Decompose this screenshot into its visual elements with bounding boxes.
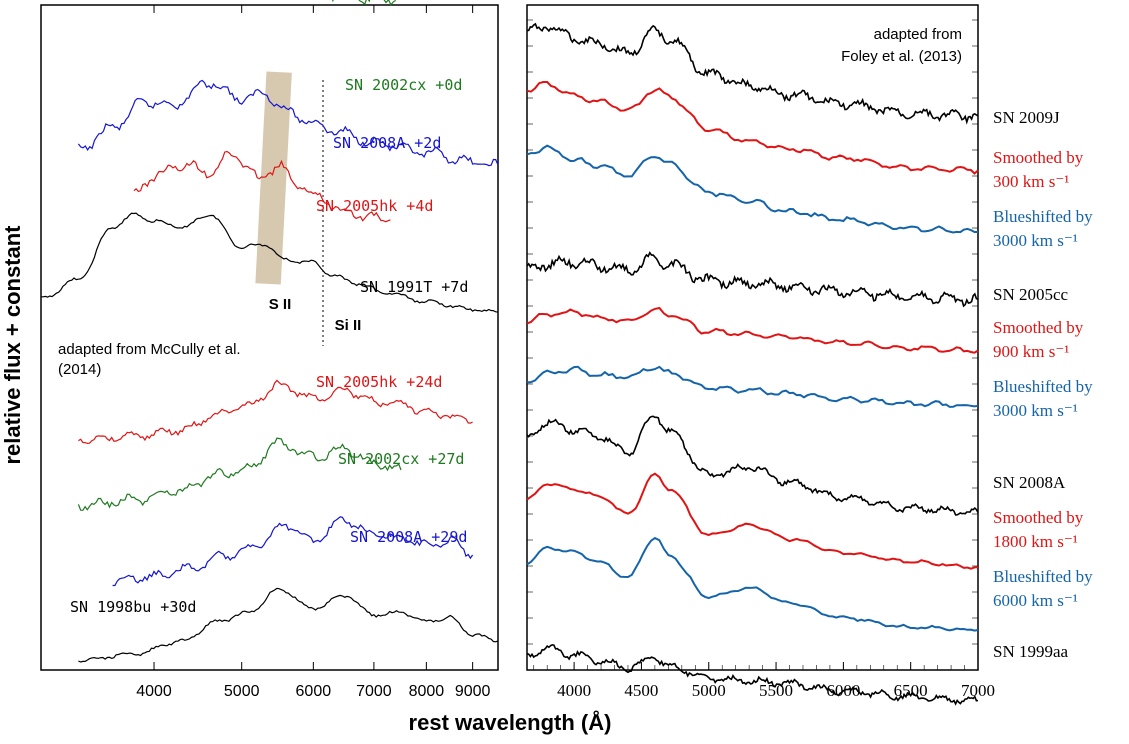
right-source-note-line1: adapted from xyxy=(874,26,962,43)
right-series-labels: SN 2009J Smoothed by 300 km s⁻¹ Blueshifted… xyxy=(993,108,1093,661)
right-series-label-line2: 900 km s⁻¹ xyxy=(993,342,1069,361)
right-series-label-line2: 300 km s⁻¹ xyxy=(993,172,1069,191)
left-x-tick-label: 9000 xyxy=(455,683,491,700)
right-series-label-line1: Blueshifted by xyxy=(993,207,1093,226)
x-axis-label: rest wavelength (Å) xyxy=(409,709,612,735)
right-x-tick-label: 5500 xyxy=(759,681,793,700)
right-x-tick-label: 7000 xyxy=(961,681,995,700)
right-x-tick-label: 4500 xyxy=(624,681,658,700)
right-series-line xyxy=(526,22,979,125)
right-series-label-line1: Smoothed by xyxy=(993,148,1084,167)
left-x-tick-label: 8000 xyxy=(409,683,445,700)
left-series-line xyxy=(78,379,473,445)
left-series-line xyxy=(41,212,499,313)
left-series-group xyxy=(41,0,499,663)
s-ii-label: S II xyxy=(269,296,292,313)
right-series-line xyxy=(526,144,978,234)
left-x-tick-label: 7000 xyxy=(356,683,392,700)
right-series-line xyxy=(526,251,979,308)
si-ii-label: Si II xyxy=(335,317,362,334)
left-series-label: SN 1998bu +30d xyxy=(70,598,196,616)
left-x-ticks xyxy=(153,5,474,670)
right-plot-frame xyxy=(526,4,979,671)
right-source-note-line2: Foley et al. (2013) xyxy=(841,48,962,65)
right-series-line xyxy=(526,365,979,408)
right-series-label: SN 1999aa xyxy=(993,642,1069,661)
left-x-tick-label: 4000 xyxy=(136,683,172,700)
right-x-ticks xyxy=(527,19,979,670)
right-panel: 4000 4500 5000 5500 6000 6500 7000 SN 2009JSmo… xyxy=(526,4,1093,706)
left-x-tick-label: 5000 xyxy=(224,683,260,700)
left-plot-frame xyxy=(40,4,499,671)
right-series-label: SN 2008A xyxy=(993,473,1066,492)
left-series-label: SN 2002cx +27d xyxy=(338,450,464,468)
right-series-label-line2: 1800 km s⁻¹ xyxy=(993,532,1078,551)
s-ii-band xyxy=(255,71,292,285)
right-series-line xyxy=(526,643,979,706)
right-series-line xyxy=(526,536,979,632)
right-series-line xyxy=(526,415,979,516)
y-axis-label: relative flux + constant xyxy=(0,225,25,465)
right-series-label-line1: Blueshifted by xyxy=(993,567,1093,586)
right-series-label-line1: Smoothed by xyxy=(993,318,1084,337)
left-series-label: SN 2005hk +24d xyxy=(316,373,442,391)
left-series-label: SN 2005hk +4d xyxy=(316,197,433,215)
right-series-label-line2: 6000 km s⁻¹ xyxy=(993,591,1078,610)
right-x-tick-label: 6500 xyxy=(894,681,928,700)
right-x-tick-label: 4000 xyxy=(557,681,591,700)
left-series-label: SN 1991T +7d xyxy=(360,278,468,296)
left-series-labels: SN 2002cx +0d SN 2008A +2d SN 2005hk +4d SN… xyxy=(70,76,468,616)
left-series-label: SN 2008A +2d xyxy=(333,134,441,152)
right-series-label-line2: 3000 km s⁻¹ xyxy=(993,401,1078,420)
right-series-label: SN 2005cc xyxy=(993,285,1069,304)
right-series-label-line2: 3000 km s⁻¹ xyxy=(993,231,1078,250)
left-series-label: SN 2008A +29d xyxy=(350,528,467,546)
left-x-tick-labels: 4000 5000 6000 7000 8000 9000 xyxy=(136,683,490,700)
right-series-label: SN 2009J xyxy=(993,108,1060,127)
left-series-line xyxy=(78,587,499,663)
right-series-group xyxy=(526,22,979,706)
right-series-line xyxy=(526,306,979,354)
left-series-line xyxy=(77,437,402,511)
left-series-line xyxy=(77,79,499,167)
right-series-line xyxy=(526,81,979,175)
left-x-tick-label: 6000 xyxy=(296,683,332,700)
right-series-label-line1: Blueshifted by xyxy=(993,377,1093,396)
left-series-line xyxy=(112,516,474,587)
left-series-line xyxy=(133,150,391,223)
right-series-line xyxy=(526,472,979,570)
left-source-note: adapted from McCully et al. (2014) xyxy=(58,341,241,378)
left-series-label: SN 2002cx +0d xyxy=(345,76,462,94)
right-series-label-line1: Smoothed by xyxy=(993,508,1084,527)
right-x-tick-label: 5000 xyxy=(692,681,726,700)
left-panel: 4000 5000 6000 7000 8000 9000 SN 2002cx +0dSN… xyxy=(40,0,499,700)
